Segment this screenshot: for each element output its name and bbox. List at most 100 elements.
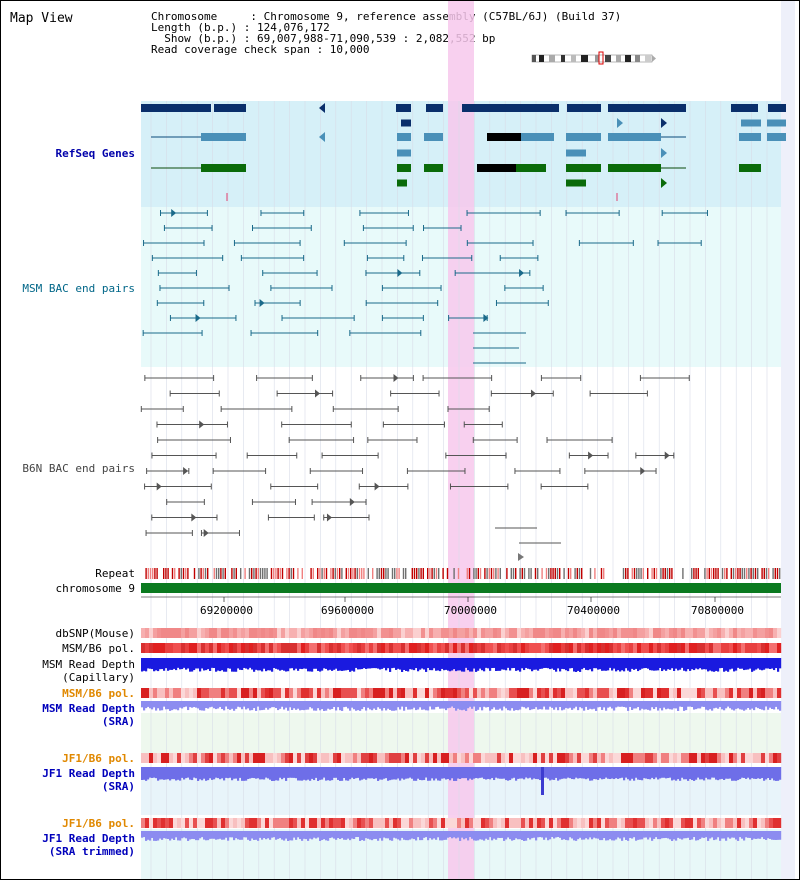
jf1-b6-pol2-cell — [385, 818, 390, 828]
jf1-depth-bar — [489, 767, 492, 780]
jf1-trim-depth-bar — [341, 831, 344, 839]
repeat-feature — [627, 568, 629, 579]
msm-b6-pol-cell — [345, 643, 350, 653]
jf1-b6-pol-cell — [777, 753, 782, 763]
ideogram-band — [605, 55, 611, 62]
repeat-feature — [640, 568, 642, 579]
repeat-feature — [486, 568, 488, 579]
msm-b6-pol2-cell — [585, 688, 590, 698]
jf1-b6-pol2-cell — [753, 818, 758, 828]
jf1-trim-depth-bar — [385, 831, 388, 839]
msm-capillary-depth-bar — [779, 658, 782, 669]
msm-sra-depth-bar — [731, 701, 734, 710]
msm-capillary-depth-bar — [679, 658, 682, 670]
jf1-trim-depth-bar — [393, 831, 396, 838]
jf1-b6-pol2-cell — [657, 818, 662, 828]
dbsnp-cell — [669, 628, 674, 638]
repeat-feature — [570, 568, 572, 579]
msm-sra-depth-bar — [685, 701, 688, 711]
msm-sra-depth-bar — [365, 701, 368, 711]
jf1-b6-pol2-cell — [285, 818, 290, 828]
dbsnp-cell — [565, 628, 570, 638]
repeat-feature — [325, 568, 328, 579]
msm-b6-pol2-cell — [373, 688, 378, 698]
msm-capillary-depth-bar — [445, 658, 448, 670]
dbsnp-cell — [285, 628, 290, 638]
jf1-b6-pol-cell — [545, 753, 550, 763]
msm-b6-pol2-cell — [593, 688, 598, 698]
msm-sra-depth-bar — [141, 701, 144, 708]
jf1-b6-pol-cell — [677, 753, 682, 763]
msm-capillary-depth-bar — [347, 658, 350, 670]
repeat-feature — [317, 568, 319, 579]
jf1-depth-bar — [173, 767, 176, 780]
msm-capillary-depth-bar — [667, 658, 670, 670]
refseq-gene — [487, 133, 521, 141]
jf1-b6-pol-cell — [249, 753, 254, 763]
jf1-depth-bar — [729, 767, 732, 779]
jf1-trim-depth-bar — [707, 831, 710, 841]
dbsnp-cell — [157, 628, 162, 638]
msm-sra-depth-bar — [199, 701, 202, 711]
jf1-depth-bar — [495, 767, 498, 778]
msm-capillary-depth-bar — [635, 658, 638, 669]
jf1-depth-bar — [477, 767, 480, 779]
msm-b6-pol-cell — [177, 643, 182, 653]
jf1-b6-pol2-cell — [441, 818, 446, 828]
msm-b6-pol2-cell — [197, 688, 202, 698]
jf1-depth-bar — [573, 767, 576, 780]
msm-b6-pol2-cell — [673, 688, 678, 698]
jf1-depth-bar — [699, 767, 702, 780]
jf1-trim-depth-bar — [755, 831, 758, 839]
msm-sra-depth-bar — [283, 701, 286, 710]
jf1-depth-bar — [167, 767, 170, 780]
msm-sra-depth-bar — [569, 701, 572, 708]
msm-capillary-depth-bar — [325, 658, 328, 669]
msm-sra-depth-bar — [747, 701, 750, 708]
jf1-depth-bar — [423, 767, 426, 781]
msm-sra-depth-bar — [545, 701, 548, 710]
msm-capillary-depth-bar — [725, 658, 728, 671]
msm-b6-pol2-cell — [485, 688, 490, 698]
msm-b6-pol-cell — [621, 643, 626, 653]
jf1-depth-bar — [539, 767, 542, 781]
dbsnp-cell — [465, 628, 470, 638]
msm-sra-depth-bar — [183, 701, 186, 708]
jf1-b6-pol-cell — [333, 753, 338, 763]
msm-sra-depth-bar — [491, 701, 494, 710]
repeat-feature — [332, 568, 334, 579]
msm-b6-pol2-cell — [261, 688, 266, 698]
jf1-b6-pol-cell — [281, 753, 286, 763]
selected-region-highlight[interactable] — [448, 1, 474, 879]
jf1-depth-bar — [285, 767, 288, 781]
msm-b6-pol2-cell — [421, 688, 426, 698]
jf1-trim-depth-bar — [239, 831, 242, 840]
jf1-trim-depth-bar — [561, 831, 564, 840]
jf1-depth-bar — [687, 767, 690, 781]
jf1-depth-bar — [427, 767, 430, 781]
msm-b6-pol2-cell — [329, 688, 334, 698]
msm-capillary-depth-bar — [455, 658, 458, 672]
repeat-feature — [669, 568, 671, 579]
info-show-range: Show (b.p.) : 69,007,988-71,090,539 : 2,… — [151, 32, 496, 45]
msm-b6-pol-cell — [225, 643, 230, 653]
jf1-trim-depth-bar — [761, 831, 764, 838]
msm-b6-pol2-cell — [433, 688, 438, 698]
dbsnp-cell — [445, 628, 450, 638]
jf1-depth-bar — [691, 767, 694, 781]
jf1-trim-depth-bar — [557, 831, 560, 837]
msm-b6-pol2-cell — [237, 688, 242, 698]
jf1-b6-pol-cell — [241, 753, 246, 763]
msm-b6-pol-cell — [289, 643, 294, 653]
jf1-depth-bar — [627, 767, 630, 780]
jf1-depth-bar — [161, 767, 164, 780]
jf1-trim-depth-bar — [435, 831, 438, 840]
jf1-b6-pol2-cell — [749, 818, 754, 828]
msm-capillary-depth-bar — [243, 658, 246, 668]
msm-sra-depth-bar — [771, 701, 774, 709]
jf1-b6-pol2-cell — [405, 818, 410, 828]
jf1-trim-depth-bar — [473, 831, 476, 841]
jf1-trim-depth-bar — [563, 831, 566, 840]
refseq-gene — [397, 149, 411, 157]
